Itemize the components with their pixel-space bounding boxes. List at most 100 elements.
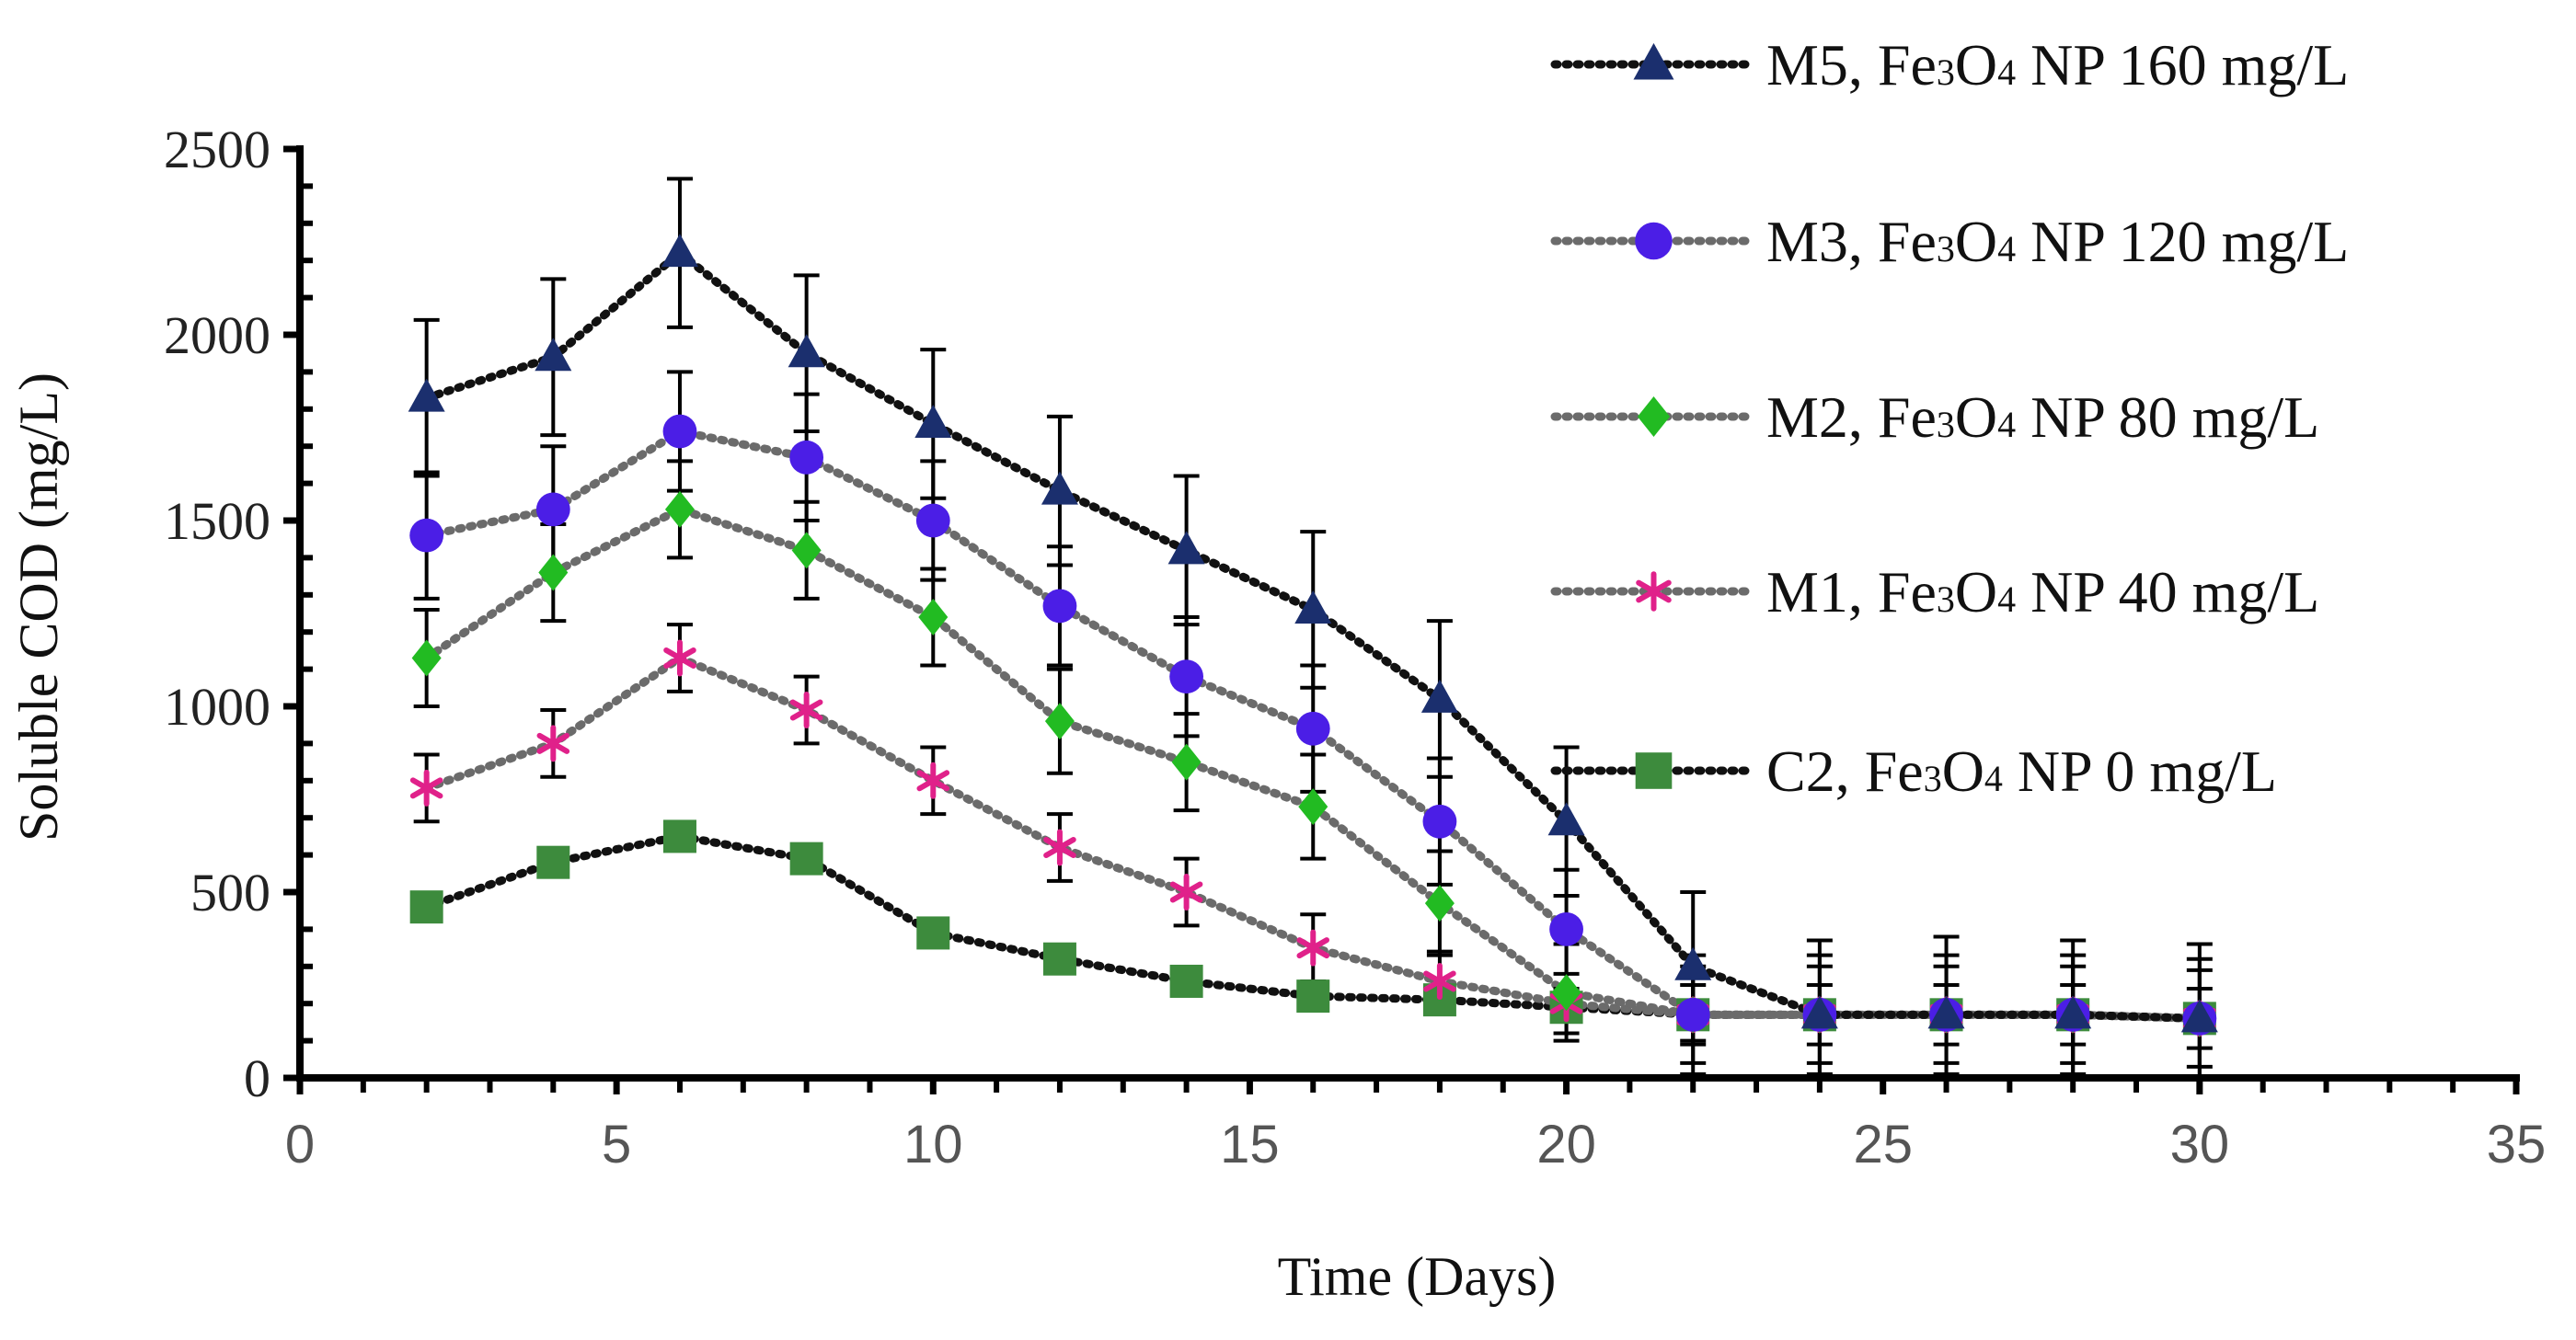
data-point	[408, 378, 445, 412]
data-point	[1423, 962, 1456, 1000]
data-point	[789, 692, 823, 729]
legend-entry: M1, Fe3O4 NP 40 mg/L	[1550, 559, 2319, 624]
x-tick-label: 30	[2170, 1115, 2230, 1174]
legend-text-part: NP 120 mg/L	[2016, 209, 2349, 274]
legend-text-part: M1, Fe	[1766, 559, 1937, 624]
data-point	[663, 639, 696, 677]
legend-text-part: NP 40 mg/L	[2016, 559, 2319, 624]
data-point	[1169, 964, 1203, 998]
data-point	[1042, 589, 1077, 624]
data-point	[1167, 531, 1205, 565]
legend-entry: C2, Fe3O4 NP 0 mg/L	[1550, 739, 2277, 804]
data-point	[2180, 999, 2218, 1033]
legend-text-part: NP 0 mg/L	[2003, 739, 2277, 804]
data-point	[2054, 995, 2092, 1029]
y-tick-label: 500	[190, 863, 270, 922]
data-point	[1169, 659, 1203, 694]
data-point	[1171, 743, 1202, 781]
data-point	[791, 532, 822, 569]
x-tick-label: 35	[2487, 1115, 2547, 1174]
marker-stroke	[1423, 970, 1456, 992]
legend-subscript: 3	[1924, 758, 1942, 799]
legend-entry: M5, Fe3O4 NP 160 mg/L	[1550, 32, 2349, 97]
legend-subscript: 4	[1997, 404, 2016, 445]
data-point	[1044, 703, 1075, 740]
data-point	[1422, 804, 1457, 839]
legend-label: C2, Fe3O4 NP 0 mg/L	[1766, 739, 2277, 804]
x-tick-label: 25	[1853, 1115, 1913, 1174]
data-point	[538, 554, 569, 591]
data-point	[1296, 929, 1330, 967]
legend-subscript: 3	[1937, 404, 1955, 445]
data-point	[1420, 679, 1458, 713]
data-point	[918, 599, 949, 636]
legend-marker	[1635, 752, 1673, 789]
data-point	[916, 916, 950, 950]
legend-label: M5, Fe3O4 NP 160 mg/L	[1766, 32, 2349, 97]
y-axis-label: Soluble COD (mg/L)	[8, 372, 69, 842]
legend-text-part: M5, Fe	[1766, 32, 1937, 97]
marker-stroke	[789, 699, 823, 721]
legend-subscript: 3	[1937, 578, 1955, 620]
data-point	[409, 890, 443, 924]
data-point	[1424, 885, 1455, 922]
data-point	[662, 819, 696, 853]
marker-stroke	[663, 647, 696, 669]
marker-stroke	[409, 777, 443, 799]
data-point	[535, 338, 572, 372]
data-point	[411, 639, 442, 677]
x-tick-label: 5	[602, 1115, 631, 1174]
data-point	[662, 414, 697, 449]
y-tick-label: 2000	[164, 305, 270, 365]
data-point	[536, 725, 570, 762]
data-point	[1294, 590, 1332, 624]
x-tick-label: 0	[285, 1115, 315, 1174]
y-tick-label: 1000	[164, 677, 270, 737]
legend-marker	[1637, 396, 1671, 437]
data-point	[1296, 979, 1330, 1014]
data-point	[914, 404, 952, 438]
data-point	[1169, 874, 1203, 911]
data-point	[1041, 471, 1078, 505]
legend-subscript: 4	[1984, 758, 2003, 799]
legend-text-part: O	[1955, 209, 1997, 274]
data-point	[789, 440, 824, 475]
data-point	[409, 518, 444, 553]
legend-subscript: 4	[1997, 228, 2016, 269]
legend-entry: M3, Fe3O4 NP 120 mg/L	[1550, 209, 2349, 274]
axes: 0 500 1000 1500 2000 2500 0 5 10 15 20 25 30 35	[164, 120, 2546, 1174]
x-axis-label: Time (Days)	[1278, 1246, 1557, 1307]
legend-label: M1, Fe3O4 NP 40 mg/L	[1766, 559, 2319, 624]
x-tick-label: 15	[1220, 1115, 1280, 1174]
data-point	[1927, 995, 1965, 1029]
data-point	[1547, 802, 1585, 836]
legend-text-part: M2, Fe	[1766, 384, 1937, 450]
legend-text-part: O	[1955, 559, 1997, 624]
data-point	[1675, 997, 1710, 1032]
data-point	[916, 762, 950, 799]
marker-stroke	[916, 770, 950, 792]
data-point	[915, 503, 950, 538]
legend-subscript: 4	[1997, 52, 2016, 93]
data-point	[1549, 912, 1583, 946]
legend-text-part: C2, Fe	[1766, 739, 1924, 804]
data-point	[788, 334, 825, 368]
legend-text-part: O	[1942, 739, 1984, 804]
legend-subscript: 4	[1997, 578, 2016, 620]
data-point	[536, 845, 570, 879]
legend-marker	[1636, 571, 1672, 612]
data-point	[789, 842, 823, 876]
y-tick-label: 1500	[164, 491, 270, 551]
legend-subscript: 3	[1937, 228, 1955, 269]
data-point	[1551, 974, 1581, 1012]
legend-label: M2, Fe3O4 NP 80 mg/L	[1766, 384, 2319, 450]
data-point	[1042, 942, 1076, 976]
legend-text-part: NP 160 mg/L	[2016, 32, 2349, 97]
marker-stroke	[1296, 937, 1330, 959]
legend-text-part: O	[1955, 32, 1997, 97]
y-tick-label: 0	[244, 1048, 270, 1108]
marker-stroke	[1636, 579, 1672, 603]
legend-marker	[1633, 42, 1674, 80]
y-tick-label: 2500	[164, 120, 270, 179]
